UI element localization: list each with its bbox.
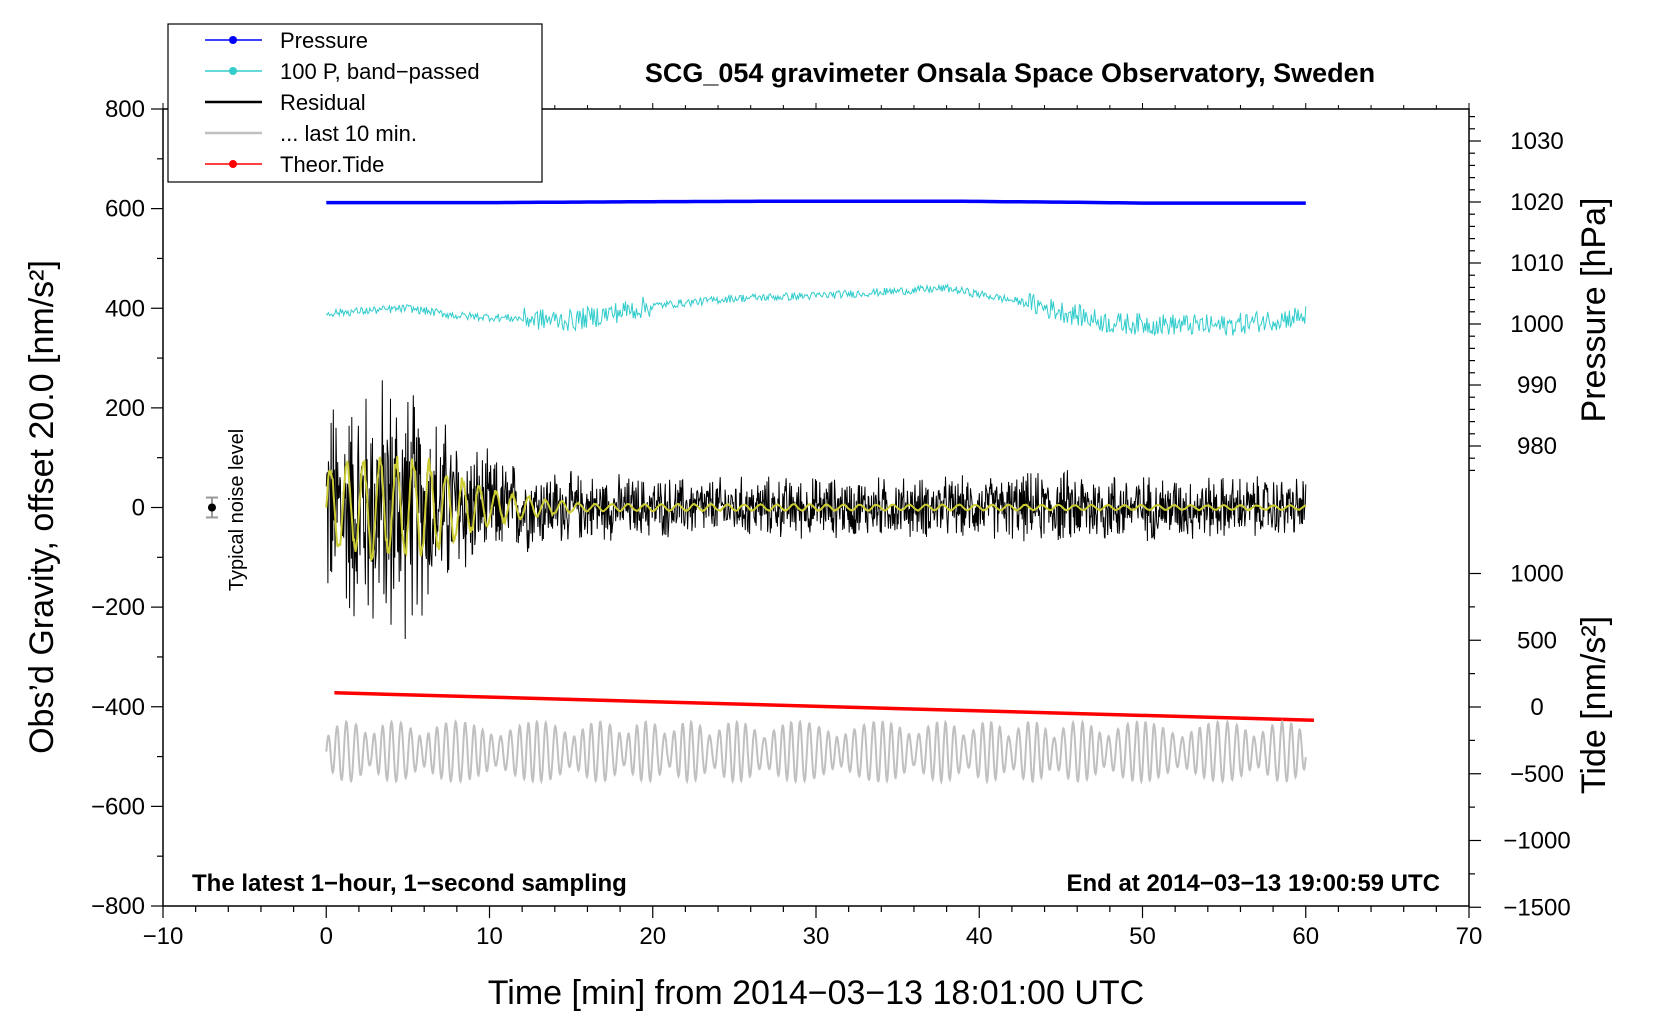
legend-marker xyxy=(229,36,237,44)
y-tick-label: 600 xyxy=(105,196,145,223)
series-residual-smoothed xyxy=(325,455,1307,562)
tide-tick-label: 500 xyxy=(1517,627,1557,654)
chart-title: SCG_054 gravimeter Onsala Space Observat… xyxy=(645,58,1375,88)
pressure-tick-label: 1010 xyxy=(1510,250,1563,277)
legend-label: Pressure xyxy=(280,28,368,53)
tide-tick-label: −1500 xyxy=(1503,894,1570,921)
tide-tick-label: −1000 xyxy=(1503,828,1570,855)
legend-marker xyxy=(229,160,237,168)
y-tick-label: 200 xyxy=(105,395,145,422)
legend-label: 100 P, band−passed xyxy=(280,59,480,84)
y-axis-pressure-title: Pressure [hPa] xyxy=(1575,198,1613,423)
legend-entries: Pressure 100 P, band−passed Residual ... la… xyxy=(205,28,480,177)
pressure-tick-label: 980 xyxy=(1517,433,1557,460)
noise-point xyxy=(207,503,216,512)
y-tick-label: −800 xyxy=(91,893,145,920)
y-tick-label: −600 xyxy=(91,793,145,820)
legend-marker xyxy=(229,67,237,75)
legend-label: Theor.Tide xyxy=(280,152,384,177)
x-tick-label: −10 xyxy=(143,923,184,950)
x-axis-title: Time [min] from 2014−03−13 18:01:00 UTC xyxy=(488,974,1144,1012)
series-last-10-min xyxy=(325,718,1307,786)
y-tick-label: −400 xyxy=(91,694,145,721)
legend: Pressure 100 P, band−passed Residual ... la… xyxy=(167,23,543,183)
y-tick-label: −200 xyxy=(91,594,145,621)
sampling-note: The latest 1−hour, 1−second sampling xyxy=(192,870,627,897)
legend-label: Residual xyxy=(280,90,366,115)
x-tick-label: 10 xyxy=(476,923,503,950)
x-tick-label: 70 xyxy=(1456,923,1483,950)
x-tick-label: 30 xyxy=(803,923,830,950)
end-time-note: End at 2014−03−13 19:00:59 UTC xyxy=(1066,870,1440,897)
pressure-tick-label: 1020 xyxy=(1510,189,1563,216)
y-axis-tide-title: Tide [nm/s²] xyxy=(1575,616,1613,794)
pressure-tick-label: 990 xyxy=(1517,372,1557,399)
series-group xyxy=(325,199,1314,786)
noise-label: Typical noise level xyxy=(226,429,248,591)
pressure-tick-label: 1030 xyxy=(1510,128,1563,155)
y-axis-left-title: Obs’d Gravity, offset 20.0 [nm/s²] xyxy=(23,260,61,754)
axis-ticks: −10 0 10 20 30 40 50 60 708006004002000−200−400−… xyxy=(91,96,1571,950)
tide-tick-label: 0 xyxy=(1530,694,1543,721)
x-tick-label: 20 xyxy=(639,923,666,950)
y-tick-label: 400 xyxy=(105,295,145,322)
x-tick-label: 0 xyxy=(320,923,333,950)
pressure-tick-label: 1000 xyxy=(1510,311,1563,338)
legend-label: ... last 10 min. xyxy=(280,121,417,146)
x-tick-label: 40 xyxy=(966,923,993,950)
series-pressure-bandpassed xyxy=(325,282,1307,337)
tide-tick-label: −500 xyxy=(1510,761,1564,788)
tide-tick-label: 1000 xyxy=(1510,561,1563,588)
noise-indicator xyxy=(205,496,218,519)
x-tick-label: 60 xyxy=(1292,923,1319,950)
series-residual xyxy=(325,380,1307,640)
y-tick-label: 800 xyxy=(105,96,145,123)
series-theor-tide xyxy=(334,691,1314,722)
series-pressure xyxy=(326,199,1306,205)
y-tick-label: 0 xyxy=(132,495,145,522)
x-tick-label: 50 xyxy=(1129,923,1156,950)
